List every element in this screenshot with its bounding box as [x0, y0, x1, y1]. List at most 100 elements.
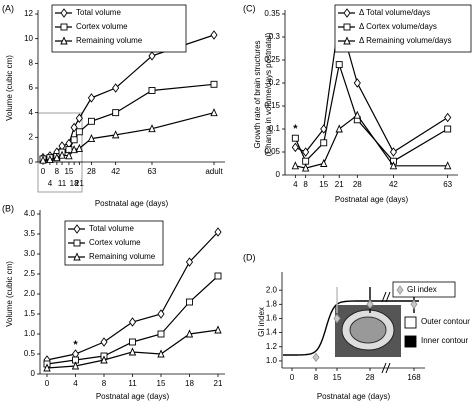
marker	[75, 143, 84, 152]
y-tick-label: 0	[276, 170, 281, 179]
x-tick-label: 4	[73, 379, 78, 388]
marker	[335, 124, 343, 133]
y-tick-label: 0.15	[264, 101, 280, 110]
marker	[71, 361, 80, 370]
y-tick-label: 1.2	[266, 342, 278, 351]
marker	[129, 338, 136, 346]
y-tick-label: 0	[31, 369, 36, 378]
marker	[75, 128, 83, 136]
marker	[320, 158, 328, 167]
y-axis-title: GI index	[257, 307, 266, 337]
y-tick-label: 10	[24, 34, 33, 43]
x-tick-label: 168	[407, 373, 421, 382]
y-tick-label: 2.0	[266, 285, 278, 294]
x-tick-label: 28	[366, 373, 375, 382]
x-tick-label: adult	[205, 167, 223, 176]
legend-swatch	[404, 335, 417, 348]
legend-label: Inner contour	[421, 336, 468, 345]
axis-break	[385, 291, 391, 303]
x-tick-label: 0	[41, 167, 46, 176]
marker	[333, 313, 341, 324]
marker	[389, 147, 398, 157]
marker	[210, 80, 218, 88]
x-tick-label: 21	[214, 379, 223, 388]
y-tick-label: 4	[29, 108, 34, 117]
y-tick-label: 0.05	[264, 147, 280, 156]
marker	[87, 93, 96, 103]
legend-label: Cortex volume	[76, 22, 128, 31]
marker	[291, 134, 299, 142]
marker	[87, 117, 95, 125]
marker	[112, 109, 120, 117]
marker	[389, 161, 398, 170]
x-tick-label: 42	[389, 180, 398, 189]
x-tick-label: 42	[111, 167, 120, 176]
x-tick-label: 4	[48, 179, 53, 188]
x-tick-label: 15	[333, 373, 342, 382]
y-tick-label: 4.0	[24, 209, 36, 218]
x-tick-label: 63	[443, 180, 452, 189]
legend-label: Total volume	[89, 224, 134, 233]
x-tick-label: 15	[157, 379, 166, 388]
panel-label: (A)	[2, 3, 14, 13]
marker	[128, 317, 137, 327]
marker	[128, 347, 137, 356]
marker	[100, 355, 108, 364]
legend-box	[64, 220, 164, 266]
y-tick-label: 2.5	[24, 269, 36, 278]
marker	[60, 23, 68, 31]
legend-label: GI index	[407, 285, 437, 294]
marker	[291, 142, 299, 153]
marker	[148, 51, 156, 61]
marker	[214, 272, 222, 280]
y-tick-label: 1.0	[266, 356, 278, 365]
marker	[444, 125, 452, 133]
y-tick-label: 1.6	[266, 314, 278, 323]
marker	[214, 325, 222, 334]
y-tick-label: 12	[24, 9, 33, 18]
x-tick-label: 0	[290, 373, 295, 382]
panel-label: (C)	[243, 3, 256, 13]
marker	[157, 330, 165, 338]
x-tick-label: 0	[45, 379, 50, 388]
x-axis-title: Postnatal age (days)	[95, 199, 169, 208]
marker	[366, 299, 374, 310]
legend-label: Δ Total volume/days	[359, 8, 430, 17]
marker	[443, 161, 452, 170]
marker	[87, 133, 96, 143]
marker	[410, 299, 418, 310]
marker	[302, 157, 310, 165]
y-tick-label: 2.0	[24, 289, 36, 298]
marker	[70, 122, 78, 133]
y-tick-label: 6	[29, 83, 34, 92]
x-tick-label: 11	[128, 379, 137, 388]
fit-curve	[283, 300, 419, 356]
legend-label: Cortex volume	[89, 238, 141, 247]
marker	[100, 337, 108, 347]
y-tick-label: 0	[29, 157, 34, 166]
series-line	[295, 114, 448, 169]
marker	[73, 224, 81, 234]
x-axis-title: Postnatal age (days)	[96, 392, 170, 401]
marker	[185, 257, 194, 267]
marker	[46, 154, 54, 163]
brain-image	[335, 305, 401, 357]
marker	[343, 8, 351, 18]
y-tick-label: 0.1	[269, 124, 281, 133]
y-axis-title: Volume (cubic cm)	[5, 261, 14, 327]
x-tick-label: 18	[70, 179, 79, 188]
x-tick-label: 15	[64, 167, 73, 176]
marker	[148, 87, 156, 94]
marker	[43, 363, 51, 372]
marker	[73, 252, 81, 261]
legend-swatch	[404, 316, 417, 329]
x-tick-label: 21	[335, 180, 344, 189]
y-tick-label: 0.35	[264, 9, 280, 18]
marker	[320, 124, 328, 134]
x-tick-label: 21	[75, 179, 84, 188]
y-tick-label: 0.5	[24, 349, 36, 358]
y-tick-label: 1.8	[266, 299, 278, 308]
marker	[60, 36, 68, 45]
y-axis-title: Volume (cubic cm)	[5, 55, 14, 121]
